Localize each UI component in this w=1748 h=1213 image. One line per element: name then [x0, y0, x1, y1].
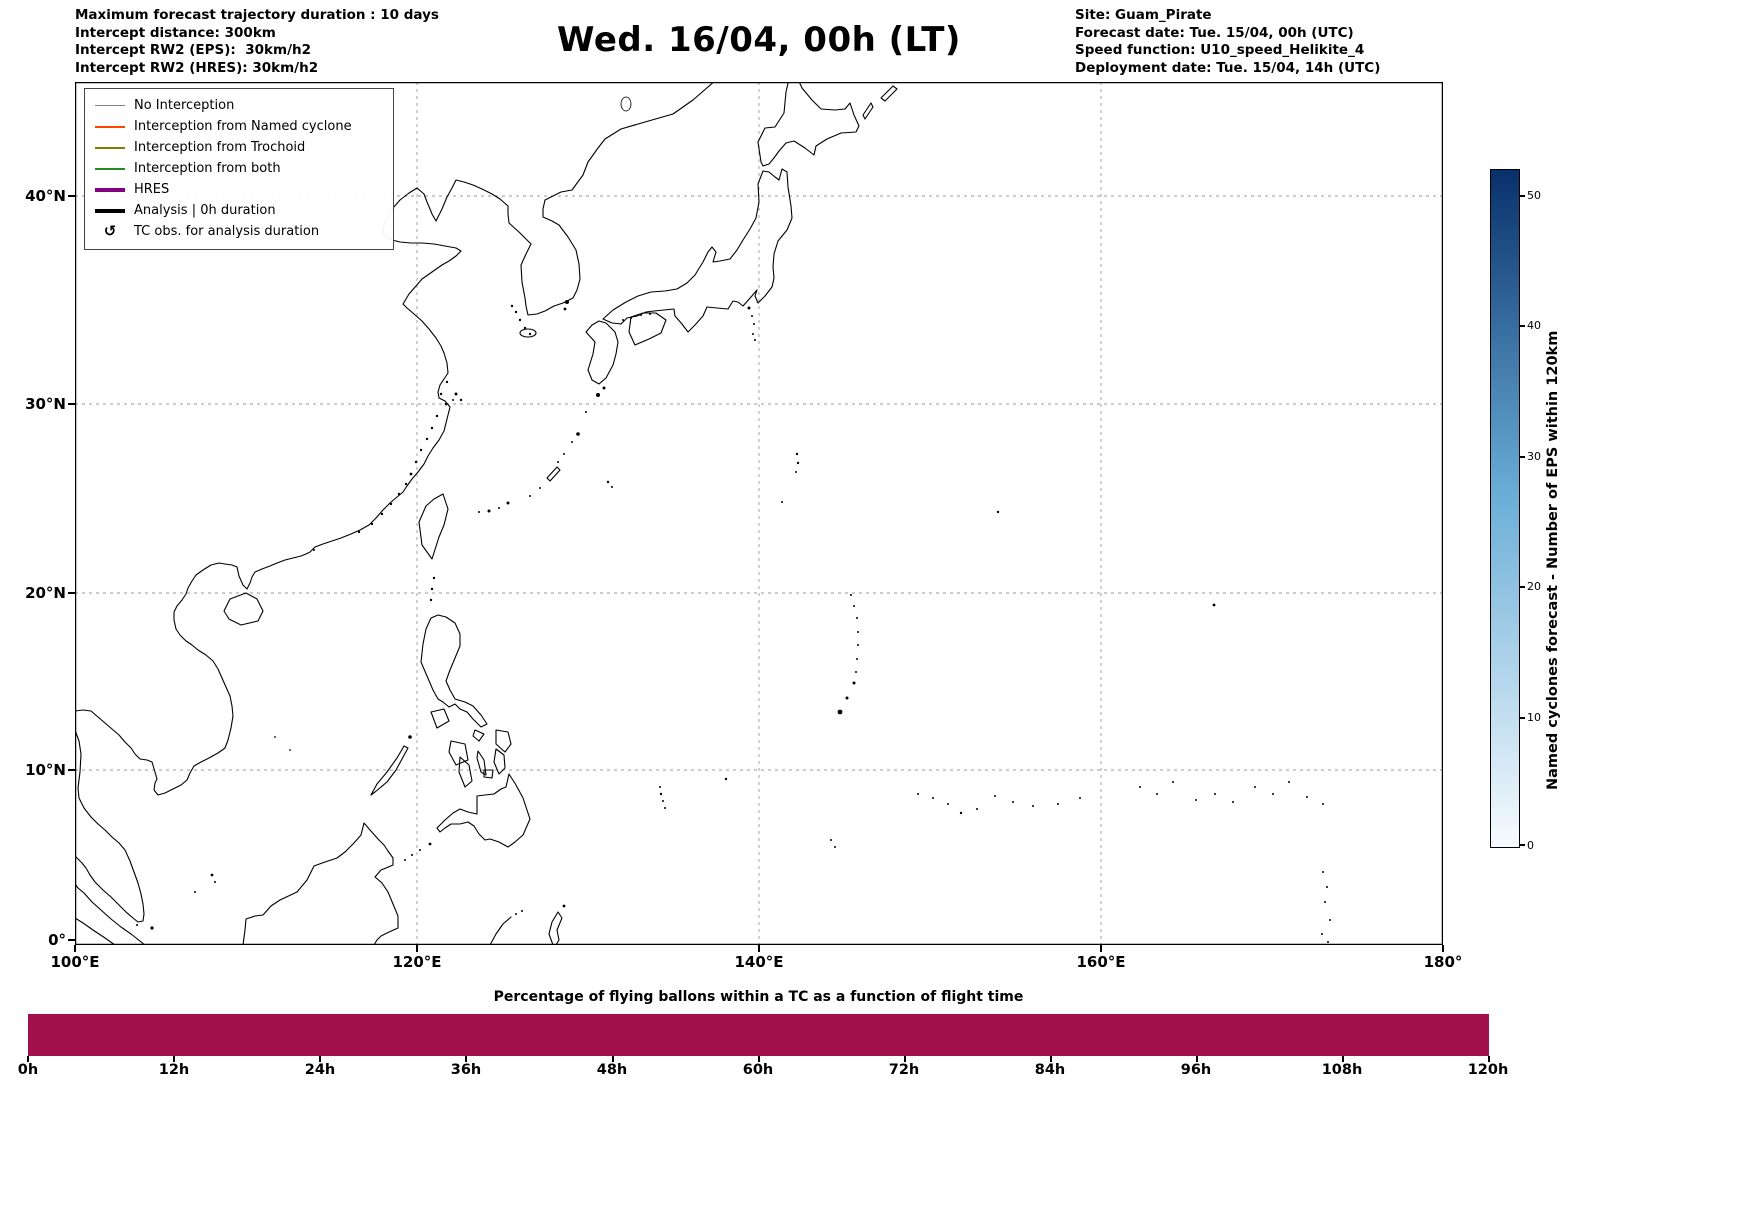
forecast-date-text: Forecast date: Tue. 15/04, 00h (UTC) — [1075, 24, 1354, 41]
site-text: Site: Guam_Pirate — [1075, 7, 1212, 23]
tc-percentage-bar — [28, 1014, 1489, 1056]
bchart-label-0h: 0h — [17, 1062, 39, 1078]
legend-line-swatch — [95, 187, 125, 192]
lat-tick — [68, 592, 75, 594]
bchart-label-12h: 12h — [158, 1062, 190, 1078]
deployment-date-text: Deployment date: Tue. 15/04, 14h (UTC) — [1075, 59, 1381, 76]
speed-function-text: Speed function: U10_speed_Helikite_4 — [1075, 42, 1365, 58]
lon-label-160e: 160°E — [1076, 953, 1126, 971]
colorbar-tick — [1520, 195, 1525, 197]
legend-item-label: TC obs. for analysis duration — [134, 224, 320, 239]
bchart-label-24h: 24h — [304, 1062, 336, 1078]
lon-label-120e: 120°E — [392, 953, 442, 971]
colorbar-tick — [1520, 844, 1525, 846]
max-duration-text: Maximum forecast trajectory duration : 1… — [75, 7, 439, 23]
legend-item-label: HRES — [134, 182, 170, 197]
lat-label-0: 0° — [48, 931, 66, 949]
bchart-tick — [1488, 1056, 1490, 1062]
intercept-distance-text: Intercept distance: 300km — [75, 24, 276, 41]
map-plot — [75, 82, 1443, 945]
map-legend: No Interception Interception from Named … — [84, 88, 394, 250]
coastlines — [75, 82, 898, 945]
legend-item-label: Analysis | 0h duration — [134, 203, 276, 218]
bchart-label-84h: 84h — [1034, 1062, 1066, 1078]
colorbar-tick — [1520, 325, 1525, 327]
colorbar-tick — [1520, 586, 1525, 588]
colorbar-tick-label-50: 50 — [1527, 189, 1541, 202]
legend-item-analysis: Analysis | 0h duration — [95, 200, 383, 221]
bchart-label-96h: 96h — [1180, 1062, 1212, 1078]
map-border — [75, 82, 1443, 945]
bchart-label-60h: 60h — [742, 1062, 774, 1078]
bchart-label-36h: 36h — [450, 1062, 482, 1078]
bchart-tick — [319, 1056, 321, 1062]
lat-label-40n: 40°N — [25, 187, 66, 205]
legend-line-swatch — [95, 167, 125, 170]
bchart-label-48h: 48h — [596, 1062, 628, 1078]
bottom-chart-title: Percentage of flying ballons within a TC… — [493, 989, 1024, 1005]
lon-tick — [74, 945, 76, 952]
header-right-block: Site: Guam_Pirate Forecast date: Tue. 15… — [1075, 7, 1380, 77]
bchart-label-72h: 72h — [888, 1062, 920, 1078]
legend-item-label: Interception from Trochoid — [134, 140, 306, 155]
legend-item-both: Interception from both — [95, 158, 383, 179]
colorbar-tick — [1520, 717, 1525, 719]
lon-tick — [416, 945, 418, 952]
intercept-rw2-eps-text: Intercept RW2 (EPS): 30km/h2 — [75, 42, 311, 58]
bchart-tick — [612, 1056, 614, 1062]
lat-tick — [68, 403, 75, 405]
small-islands — [136, 300, 1331, 943]
colorbar-tick — [1520, 456, 1525, 458]
legend-item-label: Interception from both — [134, 161, 281, 176]
lat-tick — [68, 769, 75, 771]
tc-obs-icon: ↺ — [103, 222, 117, 240]
colorbar-axis-label: Named cyclones forecast - Number of EPS … — [1545, 330, 1561, 790]
legend-line-swatch — [95, 146, 125, 149]
legend-item-tc-obs: ↺ TC obs. for analysis duration — [95, 221, 383, 242]
legend-item-trochoid: Interception from Trochoid — [95, 137, 383, 158]
colorbar-tick-label-10: 10 — [1527, 711, 1541, 724]
figure-title: Wed. 16/04, 00h (LT) — [557, 20, 961, 60]
intercept-rw2-hres-text: Intercept RW2 (HRES): 30km/h2 — [75, 59, 319, 76]
bchart-label-108h: 108h — [1321, 1062, 1363, 1078]
colorbar-tick-label-20: 20 — [1527, 580, 1541, 593]
colorbar-tick-label-30: 30 — [1527, 450, 1541, 463]
lon-tick — [758, 945, 760, 952]
lon-label-100e: 100°E — [50, 953, 100, 971]
legend-line-swatch — [95, 208, 125, 213]
bchart-tick — [904, 1056, 906, 1062]
colorbar-tick-label-0: 0 — [1527, 839, 1534, 852]
lon-tick — [1442, 945, 1444, 952]
legend-item-label: No Interception — [134, 98, 235, 113]
header-left-block: Maximum forecast trajectory duration : 1… — [75, 7, 439, 77]
colorbar-gradient — [1490, 169, 1520, 848]
bchart-tick — [27, 1056, 29, 1062]
legend-item-hres: HRES — [95, 179, 383, 200]
legend-item-label: Interception from Named cyclone — [134, 119, 352, 134]
bchart-tick — [1342, 1056, 1344, 1062]
lat-label-20n: 20°N — [25, 584, 66, 602]
lat-tick — [68, 939, 75, 941]
legend-line-swatch — [95, 125, 125, 128]
legend-item-no-interception: No Interception — [95, 95, 383, 116]
legend-item-named-cyclone: Interception from Named cyclone — [95, 116, 383, 137]
bchart-tick — [1196, 1056, 1198, 1062]
lat-tick — [68, 195, 75, 197]
colorbar-tick-label-40: 40 — [1527, 319, 1541, 332]
bchart-tick — [1050, 1056, 1052, 1062]
bchart-tick — [758, 1056, 760, 1062]
bchart-label-120h: 120h — [1467, 1062, 1509, 1078]
legend-line-swatch — [95, 104, 125, 107]
lat-label-30n: 30°N — [25, 395, 66, 413]
lon-tick — [1100, 945, 1102, 952]
bchart-tick — [465, 1056, 467, 1062]
lon-label-180: 180° — [1423, 953, 1463, 971]
lat-label-10n: 10°N — [25, 761, 66, 779]
lon-label-140e: 140°E — [734, 953, 784, 971]
bchart-tick — [173, 1056, 175, 1062]
